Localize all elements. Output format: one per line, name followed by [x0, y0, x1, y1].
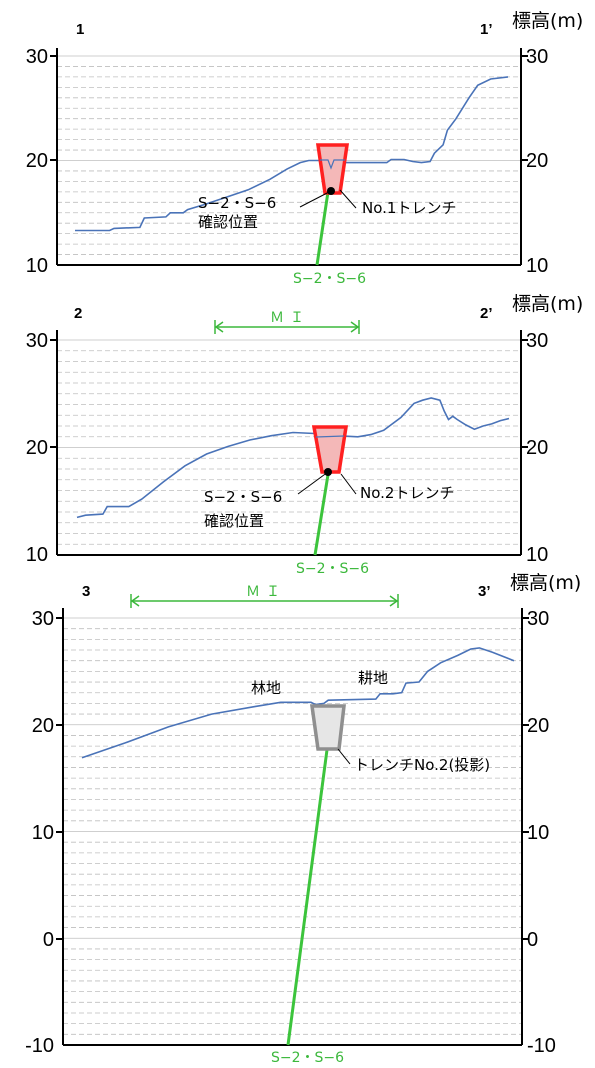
panel-3-field-label: 耕地 [358, 669, 388, 687]
panel-3-right-tick-10: 10 [527, 822, 549, 844]
panel-1-y-axis-title: 標高(m) [512, 10, 583, 32]
panel-1-trench-leader [339, 189, 357, 209]
panel-3-left-tick-10: 10 [32, 822, 54, 844]
panel-3-right-tick-minus10: -10 [527, 1035, 556, 1057]
panel-1-left-tick-30: 30 [26, 46, 48, 68]
panel-2-left-tick-10: 10 [26, 544, 48, 566]
panel-2-left-label: 2 [74, 305, 82, 322]
panel-2-confirm-leader [297, 471, 329, 495]
panel-3-trench-label: トレンチNo.2(投影) [354, 756, 490, 774]
panel-2: 2 2’ 標高(m) ＭＩ 30 20 10 30 20 10 S−2・S−6 … [26, 293, 584, 577]
panel-1-fault-label: S−2・S−6 [293, 271, 366, 287]
panel-3-ground-profile [81, 647, 515, 759]
panel-2-trench [311, 425, 349, 474]
panel-1-confirm-leader [299, 190, 332, 208]
panel-3-right-tick-20: 20 [527, 715, 549, 737]
panel-2-ground-profile [76, 397, 510, 519]
panel-1-trench-inner-profile [320, 159, 345, 170]
panel-2-mi-label: ＭＩ [270, 310, 310, 326]
panel-2-grid [57, 339, 521, 545]
panel-1-confirm-label-line2: 確認位置 [198, 213, 258, 231]
panel-2-right-label: 2’ [480, 305, 493, 322]
panel-1-left-label: 1 [76, 21, 84, 38]
panel-3-frame [56, 608, 529, 1046]
panel-1-right-tick-30: 30 [526, 46, 548, 68]
panel-3-y-axis-title: 標高(m) [510, 572, 581, 594]
panel-3-right-tick-30: 30 [527, 608, 549, 630]
panel-1: 1 1’ 標高(m) 30 20 10 30 20 10 S−2・S−6 確認位… [26, 10, 584, 287]
panel-2-trench-label: No.2トレンチ [360, 484, 454, 502]
panel-1-right-tick-20: 20 [526, 150, 548, 172]
panel-3-right-label: 3’ [478, 583, 491, 600]
panel-2-y-axis-title: 標高(m) [512, 293, 583, 315]
panel-2-left-tick-20: 20 [26, 437, 48, 459]
panel-3-left-tick-30: 30 [32, 608, 54, 630]
panel-1-grid [57, 55, 521, 255]
panel-3-mi-range [130, 594, 399, 608]
panel-2-right-tick-20: 20 [526, 437, 548, 459]
panel-2-mi-range [214, 320, 360, 334]
panel-1-trench-label: No.1トレンチ [362, 199, 456, 217]
panel-2-left-tick-30: 30 [26, 330, 48, 352]
panel-1-frame [50, 48, 528, 266]
panel-3-trench [309, 704, 346, 751]
panel-3-trench-leader [337, 748, 351, 765]
panel-3-fault-line [286, 711, 334, 1046]
panel-1-right-tick-10: 10 [526, 255, 548, 277]
panel-2-confirm-label-line1: S−2・S−6 [204, 488, 282, 506]
panel-2-trench-leader [340, 473, 357, 495]
panel-3-left-tick-20: 20 [32, 715, 54, 737]
panel-1-right-label: 1’ [480, 21, 493, 38]
panel-1-trench [315, 143, 350, 195]
panel-3-mi-label: ＭＩ [246, 584, 286, 600]
panel-3-left-tick-0: 0 [43, 929, 54, 951]
panel-3-left-label: 3 [82, 583, 90, 600]
panel-2-right-tick-30: 30 [526, 330, 548, 352]
panel-2-frame [50, 330, 528, 556]
panel-3-forest-label: 林地 [251, 679, 281, 697]
panel-3-right-tick-0: 0 [527, 929, 538, 951]
panel-1-confirm-label-line1: S−2・S−6 [198, 194, 276, 212]
panel-3-left-tick-minus10: -10 [25, 1035, 54, 1057]
panel-3-grid [63, 617, 522, 1035]
panel-2-right-tick-10: 10 [526, 544, 548, 566]
panel-2-confirm-label-line2: 確認位置 [204, 512, 264, 530]
panel-3: 3 3’ 標高(m) ＭＩ 30 20 10 0 -10 30 20 10 0 … [25, 572, 581, 1066]
panel-2-fault-label: S−2・S−6 [296, 561, 369, 577]
panel-1-left-tick-10: 10 [26, 255, 48, 277]
panel-3-fault-label: S−2・S−6 [271, 1050, 344, 1066]
panel-2-trench-inner-profile [315, 435, 345, 438]
panel-1-left-tick-20: 20 [26, 150, 48, 172]
